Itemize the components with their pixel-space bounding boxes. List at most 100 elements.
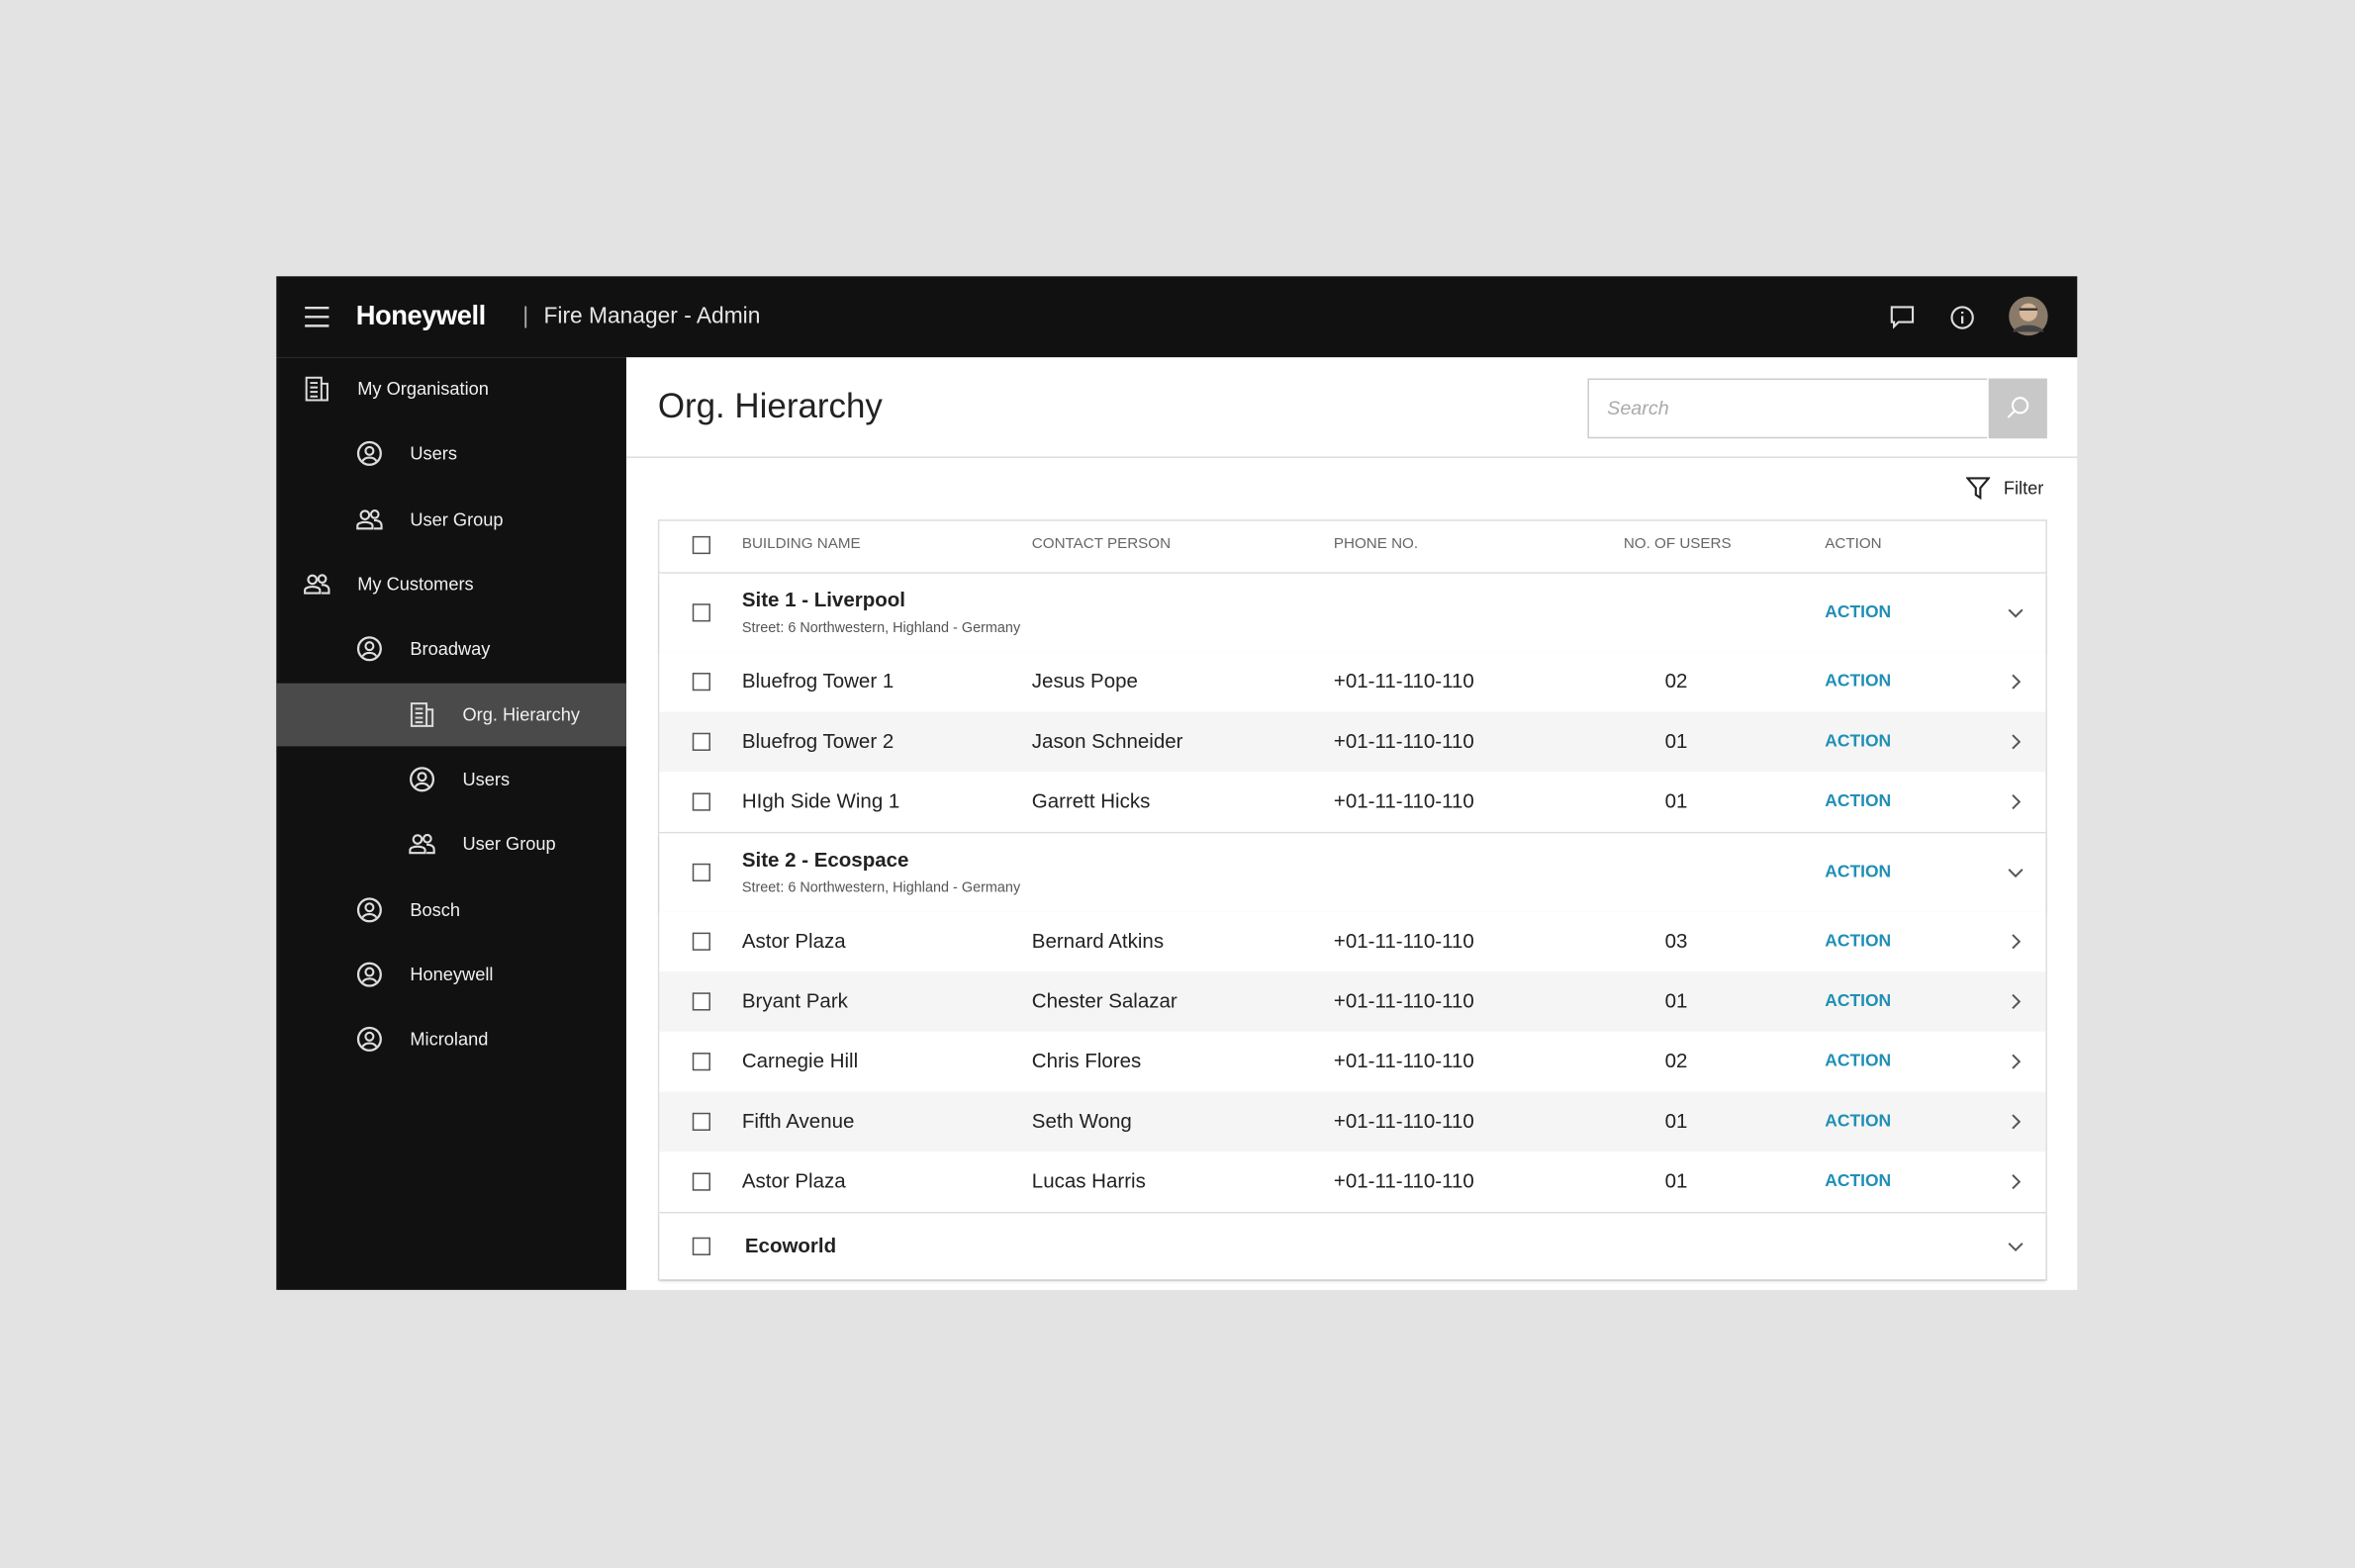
action-link[interactable]: ACTION <box>1825 732 1892 751</box>
row-chevron[interactable] <box>2007 1172 2025 1190</box>
filter-icon[interactable] <box>1965 476 1991 501</box>
cell: Garrett Hicks <box>1031 789 1151 813</box>
action-link[interactable]: ACTION <box>1825 1172 1892 1191</box>
action-link[interactable]: ACTION <box>1825 673 1892 692</box>
column-header: BUILDING NAME <box>741 535 861 553</box>
row-chevron[interactable] <box>2007 733 2025 751</box>
nav-icon <box>356 440 382 466</box>
checkbox[interactable] <box>692 992 710 1011</box>
nav-item[interactable]: User Group <box>462 833 556 855</box>
nav-icon <box>304 574 330 595</box>
separator: | <box>522 303 529 329</box>
cell: Jason Schneider <box>1031 729 1183 753</box>
group-row <box>659 833 2046 912</box>
filter-label[interactable]: Filter <box>2003 477 2044 499</box>
search-input[interactable] <box>1587 378 1988 439</box>
cell: 01 <box>1664 729 1688 753</box>
cell: +01-11-110-110 <box>1333 669 1474 692</box>
checkbox[interactable] <box>692 1112 710 1131</box>
nav-icon <box>356 962 382 987</box>
checkbox[interactable] <box>692 732 710 751</box>
action-link[interactable]: ACTION <box>1825 932 1892 951</box>
column-header: ACTION <box>1825 535 1882 553</box>
cell: Chris Flores <box>1031 1050 1142 1072</box>
brand: Honeywell <box>355 300 486 330</box>
nav-item[interactable]: Users <box>462 769 511 790</box>
menu-icon[interactable] <box>304 305 330 328</box>
nav-icon <box>305 376 329 402</box>
cell: Fifth Avenue <box>741 1109 855 1133</box>
cell: 01 <box>1664 989 1688 1013</box>
avatar[interactable] <box>2008 296 2048 336</box>
nav-item[interactable]: My Organisation <box>357 378 489 400</box>
row-chevron[interactable] <box>2007 1053 2025 1070</box>
nav-item[interactable]: Users <box>410 442 457 465</box>
nav-icon <box>356 509 383 530</box>
nav-item[interactable]: Microland <box>410 1028 489 1051</box>
group-name: Site 1 - Liverpool <box>741 589 905 611</box>
row-chevron[interactable] <box>2007 673 2025 691</box>
divider <box>625 456 2078 458</box>
action-link[interactable]: ACTION <box>1825 792 1892 811</box>
row-chevron[interactable] <box>2007 933 2025 951</box>
nav-item[interactable]: Honeywell <box>410 964 494 985</box>
cell: Astor Plaza <box>741 1169 846 1193</box>
table-row <box>659 1091 2046 1153</box>
nav-item[interactable]: Broadway <box>410 638 491 660</box>
column-header: CONTACT PERSON <box>1031 535 1172 553</box>
checkbox[interactable] <box>692 1053 710 1071</box>
table-row <box>659 1031 2046 1092</box>
cell: +01-11-110-110 <box>1333 789 1474 813</box>
checkbox[interactable] <box>692 792 710 811</box>
action-link[interactable]: ACTION <box>1825 863 1892 882</box>
expand-chevron[interactable] <box>2007 864 2025 881</box>
table-row <box>659 1152 2046 1212</box>
row-chevron[interactable] <box>2007 992 2025 1010</box>
checkbox[interactable] <box>692 863 710 882</box>
cell: Bernard Atkins <box>1031 929 1165 953</box>
action-link[interactable]: ACTION <box>1825 603 1892 622</box>
group-address: Street: 6 Northwestern, Highland - Germa… <box>741 879 1021 897</box>
cell: HIgh Side Wing 1 <box>741 789 900 813</box>
checkbox[interactable] <box>692 1237 710 1255</box>
nav-item[interactable]: Org. Hierarchy <box>462 703 580 726</box>
checkbox[interactable] <box>692 673 710 692</box>
sidebar <box>276 357 626 1290</box>
nav-icon <box>356 636 382 662</box>
cell: +01-11-110-110 <box>1333 1050 1474 1072</box>
table-row <box>659 772 2046 832</box>
checkbox[interactable] <box>692 1172 710 1191</box>
cell: Jesus Pope <box>1031 669 1138 692</box>
nav-item[interactable]: User Group <box>410 508 504 530</box>
checkbox[interactable] <box>692 603 710 622</box>
nav-icon <box>356 897 382 923</box>
nav-item[interactable]: My Customers <box>357 573 474 596</box>
cell: +01-11-110-110 <box>1333 1169 1474 1193</box>
expand-chevron[interactable] <box>2007 1238 2025 1255</box>
row-divider <box>659 831 2046 834</box>
action-link[interactable]: ACTION <box>1825 1053 1892 1071</box>
active-item[interactable] <box>276 683 626 747</box>
action-link[interactable]: ACTION <box>1825 992 1892 1011</box>
cell: 01 <box>1664 1169 1688 1193</box>
group-row <box>659 573 2046 652</box>
chat-icon[interactable] <box>1890 305 1916 329</box>
nav-item[interactable]: Bosch <box>410 899 461 921</box>
page-title: Org. Hierarchy <box>657 386 883 425</box>
search-icon <box>2007 397 2029 418</box>
cell: +01-11-110-110 <box>1333 1109 1474 1133</box>
checkbox[interactable] <box>692 932 710 951</box>
row-chevron[interactable] <box>2007 1113 2025 1131</box>
group-name: Site 2 - Ecospace <box>741 848 909 872</box>
action-link[interactable]: ACTION <box>1825 1112 1892 1131</box>
row-chevron[interactable] <box>2007 792 2025 810</box>
expand-chevron[interactable] <box>2007 603 2025 621</box>
search-button[interactable] <box>1988 378 2047 439</box>
info-icon[interactable] <box>1949 305 1975 330</box>
top-bar <box>276 276 2078 358</box>
checkbox[interactable] <box>692 535 710 555</box>
row-divider <box>659 572 2046 574</box>
cell: Bluefrog Tower 1 <box>741 669 895 692</box>
column-header: PHONE NO. <box>1333 535 1419 553</box>
